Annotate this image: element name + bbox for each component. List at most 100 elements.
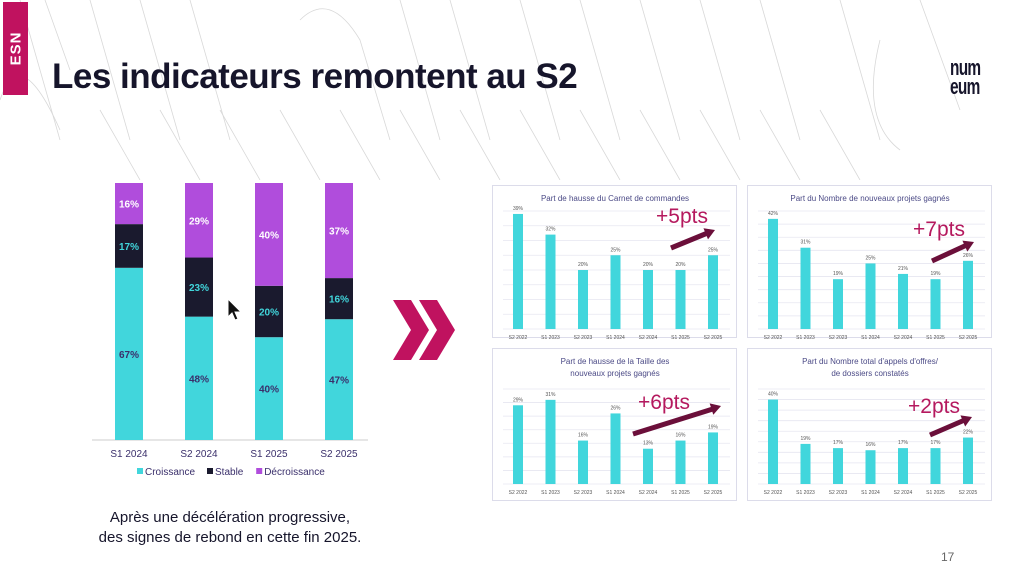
chart-title-line-2: nouveaux projets gagnés: [570, 369, 659, 378]
x-tick-label: S2 2022: [509, 490, 528, 496]
data-label: 40%: [259, 230, 279, 241]
x-tick-label: S2 2025: [704, 335, 723, 339]
chart-title: Part du Nombre total d'appels d'offres/: [802, 357, 939, 366]
x-tick-label: S2 2024: [894, 335, 913, 339]
data-label: 40%: [768, 392, 779, 398]
bar: [610, 413, 621, 484]
data-label: 29%: [513, 397, 524, 403]
data-label: 16%: [119, 200, 139, 211]
data-label: 31%: [800, 240, 811, 246]
chart-title: Part de hausse du Carnet de commandes: [541, 194, 689, 203]
data-label: 42%: [768, 211, 779, 217]
bar-segment-croissance: [325, 319, 353, 440]
bar: [643, 270, 653, 329]
data-label: 17%: [930, 440, 941, 446]
bar-segment-croissance: [255, 337, 283, 440]
bar: [610, 255, 621, 329]
x-tick-label: S1 2025: [671, 490, 690, 496]
data-label: 25%: [865, 255, 876, 261]
chart-title: Part de hausse de la Taille des: [561, 357, 670, 366]
x-tick-label: S2 2022: [764, 335, 783, 339]
legend-swatch: [256, 468, 263, 474]
data-label: 22%: [963, 430, 974, 436]
x-tick-label: S1 2023: [796, 490, 815, 496]
data-label: 17%: [119, 242, 139, 253]
bar: [708, 432, 718, 484]
main-stacked-bar-chart: 67% 17% 16% S1 2024 48% 23% 29% S2 2024 40% 20% 40…: [92, 183, 368, 478]
bar: [545, 234, 556, 329]
increase-annotation: +2pts: [908, 395, 960, 418]
bar: [963, 260, 973, 329]
data-label: 25%: [610, 247, 621, 253]
data-label: 16%: [675, 433, 686, 439]
bar-segment-stable: [325, 278, 353, 320]
x-tick-label: S1 2023: [796, 335, 815, 339]
data-label: 40%: [259, 385, 279, 396]
x-tick-label: S1 2025: [926, 335, 945, 339]
bar: [800, 247, 811, 329]
x-tick-label: S1 2024: [606, 335, 625, 339]
bar: [833, 448, 843, 484]
data-label: 20%: [643, 262, 654, 268]
chart-title: Part du Nombre de nouveaux projets gagné…: [790, 194, 949, 203]
x-tick-label: S2 2024: [639, 490, 658, 496]
bar: [545, 399, 556, 484]
bar: [930, 448, 941, 484]
trend-arrow-head-icon: [709, 403, 721, 415]
bar: [708, 255, 718, 329]
bar: [865, 450, 876, 484]
chart-panel-taille-projets: Part de hausse de la Taille des nouveaux …: [492, 348, 737, 501]
x-tick-label: S2 2025: [320, 449, 358, 460]
chart-panel-appels-offres: Part du Nombre total d'appels d'offres/d…: [747, 348, 992, 501]
bar: [865, 263, 876, 329]
double-chevron-icon: [393, 300, 455, 360]
data-label: 13%: [643, 441, 654, 447]
data-label: 48%: [189, 374, 209, 385]
data-label: 20%: [675, 262, 686, 268]
x-tick-label: S1 2025: [250, 449, 288, 460]
bar: [675, 270, 686, 329]
bar-segment-décroissance: [185, 183, 213, 258]
x-tick-label: S2 2024: [180, 449, 218, 460]
x-tick-label: S2 2023: [829, 490, 848, 496]
bar-segment-croissance: [185, 316, 213, 440]
bar-segment-décroissance: [255, 183, 283, 286]
x-tick-label: S1 2024: [861, 490, 880, 496]
chart-panel-carnet-commandes: Part de hausse du Carnet de commandes 39%…: [492, 185, 737, 339]
trend-arrow-head-icon: [960, 415, 972, 427]
data-label: 19%: [930, 271, 941, 277]
bar-segment-stable: [255, 285, 283, 338]
bar: [898, 448, 908, 484]
bar-segment-décroissance: [325, 183, 353, 279]
bar: [768, 218, 778, 329]
bar: [578, 440, 588, 484]
caption-line-2: des signes de rebond en cette fin 2025.: [98, 529, 362, 546]
bar: [513, 405, 523, 484]
bar: [930, 279, 941, 329]
data-label: 17%: [898, 440, 909, 446]
x-tick-label: S2 2025: [959, 490, 978, 496]
bar-segment-croissance: [115, 267, 143, 440]
bar: [898, 273, 908, 329]
bar: [768, 399, 778, 484]
mouse-cursor-icon: [227, 298, 243, 321]
data-label: 26%: [963, 253, 974, 259]
page-title: Les indicateurs remontent au S2: [52, 57, 578, 96]
x-tick-label: S2 2024: [639, 335, 658, 339]
section-tag: ESN: [3, 2, 28, 95]
x-tick-label: S2 2023: [574, 490, 593, 496]
data-label: 21%: [898, 266, 909, 272]
data-label: 37%: [329, 227, 349, 238]
bar: [578, 270, 588, 329]
data-label: 19%: [708, 424, 719, 430]
data-label: 19%: [800, 436, 811, 442]
x-tick-label: S2 2025: [959, 335, 978, 339]
data-label: 67%: [119, 350, 139, 361]
caption: Après une décélération progressive, des …: [40, 508, 420, 548]
data-label: 32%: [545, 227, 556, 233]
bar: [643, 448, 653, 484]
data-label: 19%: [833, 271, 844, 277]
bar: [675, 440, 686, 484]
x-tick-label: S2 2023: [574, 335, 593, 339]
bar: [800, 443, 811, 484]
